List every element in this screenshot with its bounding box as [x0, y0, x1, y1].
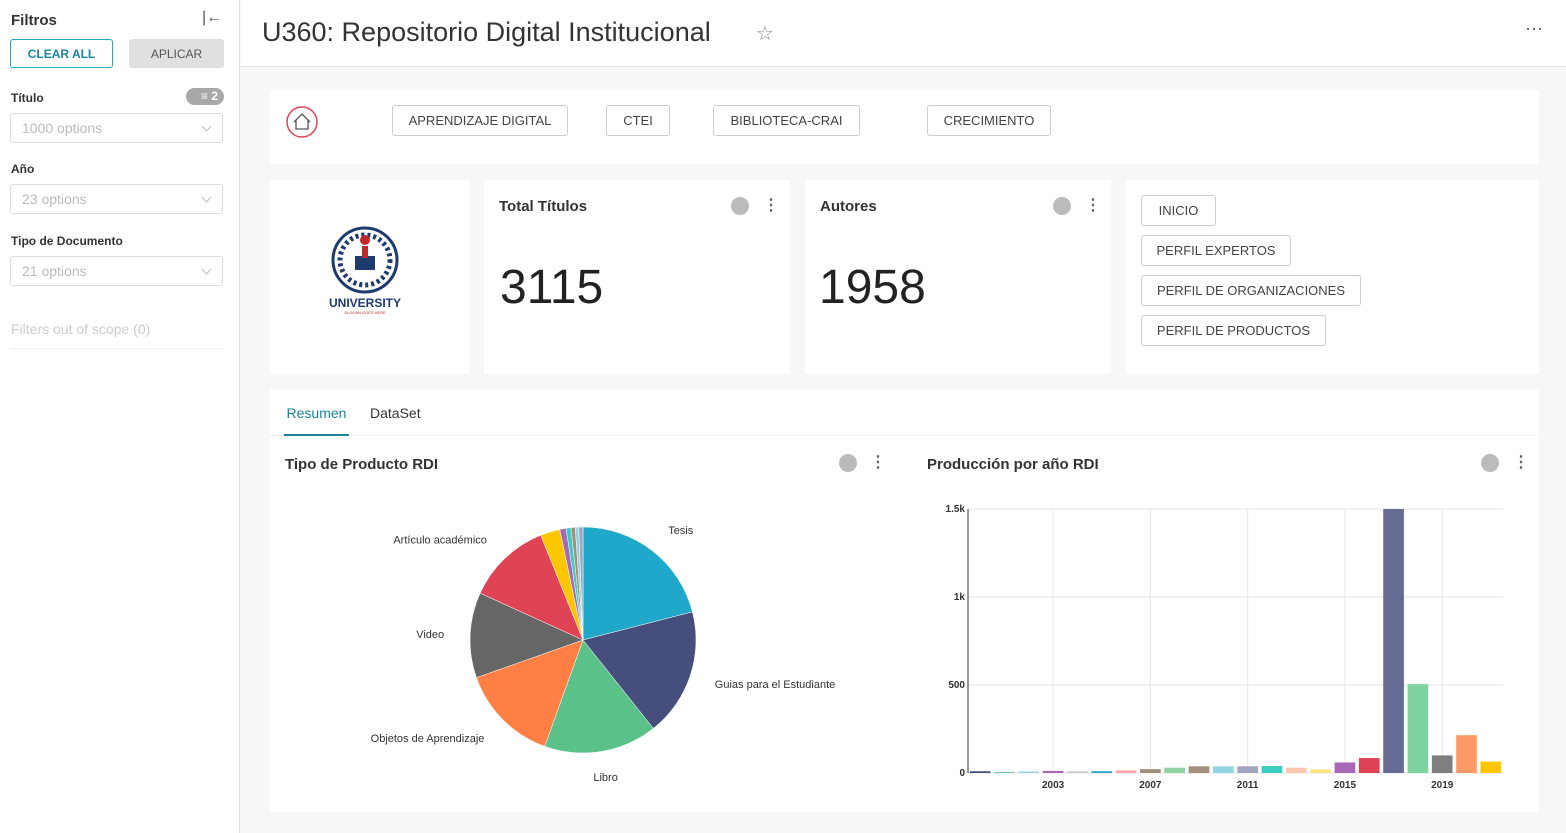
- link-button[interactable]: INICIO: [1141, 195, 1216, 226]
- tabs-panel: Resumen DataSet ⋮ ⋮: [270, 389, 1539, 812]
- tab[interactable]: DataSet: [370, 405, 421, 421]
- logo: UNIVERSITY SLOGAN GOES HERE: [329, 226, 401, 315]
- link-button[interactable]: PERFIL DE ORGANIZACIONES: [1141, 275, 1361, 306]
- apply-button[interactable]: APLICAR: [129, 39, 224, 68]
- favorite-star[interactable]: ☆: [756, 23, 774, 45]
- nav-button[interactable]: APRENDIZAJE DIGITAL: [392, 105, 568, 136]
- filter-label: Tipo de Documento: [11, 234, 123, 248]
- kpi-card: Total Títulos ⋮ 3115: [484, 180, 790, 374]
- dashboard-title: U360: Repositorio Digital Institucional: [262, 17, 711, 47]
- link-button[interactable]: PERFIL EXPERTOS: [1141, 235, 1291, 266]
- link-button[interactable]: PERFIL DE PRODUCTOS: [1141, 315, 1326, 346]
- tab-active[interactable]: Resumen: [284, 405, 349, 436]
- logo-card: UNIVERSITY SLOGAN GOES HERE: [270, 180, 469, 374]
- links-card: INICIO PERFIL EXPERTOS PERFIL DE ORGANIZ…: [1126, 180, 1539, 374]
- filter-select[interactable]: 1000 options: [10, 113, 223, 143]
- nav-button[interactable]: CRECIMIENTO: [927, 105, 1051, 136]
- sidebar: Filtros |← CLEAR ALL APLICAR Título ≡ 2 …: [0, 0, 240, 833]
- tabs-divider: [270, 435, 1539, 436]
- badge-count: 2: [211, 89, 218, 103]
- home-icon[interactable]: [285, 105, 319, 139]
- kpi-title: Autores: [820, 198, 877, 215]
- filter-select[interactable]: 23 options: [10, 184, 223, 214]
- out-of-scope[interactable]: Filters out of scope (0): [11, 321, 224, 349]
- sidebar-title: Filtros: [11, 12, 57, 29]
- kpi-menu[interactable]: ⋮: [1085, 197, 1101, 214]
- clear-all-button[interactable]: CLEAR ALL: [10, 39, 113, 68]
- chart-menu[interactable]: ⋮: [870, 454, 886, 471]
- chart-menu[interactable]: ⋮: [1513, 454, 1529, 471]
- kpi-menu[interactable]: ⋮: [763, 197, 779, 214]
- kpi-value: 3115: [500, 261, 604, 314]
- filter-label: Título: [11, 91, 44, 105]
- nav-button[interactable]: BIBLIOTECA-CRAI: [713, 105, 860, 136]
- filter-icon[interactable]: [731, 197, 749, 215]
- logo-slogan: SLOGAN GOES HERE: [344, 310, 386, 315]
- filter-icon[interactable]: [1481, 454, 1499, 472]
- filter-icon[interactable]: [1053, 197, 1071, 215]
- nav-button[interactable]: CTEI: [606, 105, 670, 136]
- filter-label: Año: [11, 162, 35, 176]
- kpi-value: 1958: [819, 261, 926, 314]
- menu-dots[interactable]: ···: [1525, 18, 1543, 38]
- filter-icon[interactable]: [839, 454, 857, 472]
- filter-select[interactable]: 21 options: [10, 256, 223, 286]
- nav-card: APRENDIZAJE DIGITAL CTEI BIBLIOTECA-CRAI…: [270, 90, 1539, 164]
- kpi-title: Total Títulos: [499, 198, 588, 215]
- header: U360: Repositorio Digital Institucional …: [241, 0, 1566, 67]
- logo-name: UNIVERSITY: [329, 296, 401, 310]
- kpi-card: Autores ⋮ 1958: [805, 180, 1111, 374]
- filter-badge: ≡ 2: [186, 88, 224, 105]
- collapse-icon[interactable]: |←: [202, 9, 223, 26]
